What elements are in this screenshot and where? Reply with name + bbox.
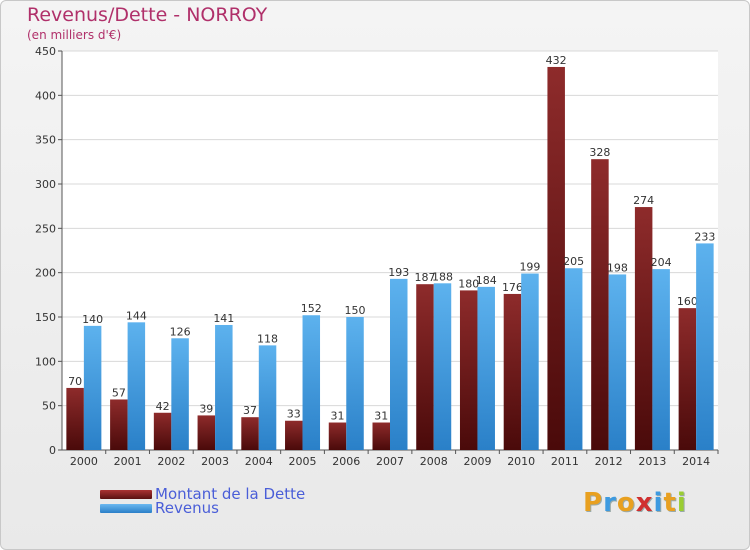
x-tick-label-2007: 2007 xyxy=(376,455,404,468)
data-label-revenus-2008: 188 xyxy=(432,270,453,283)
bar-dette-2007 xyxy=(372,422,390,450)
x-tick-label-2014: 2014 xyxy=(682,455,710,468)
x-tick-label-2008: 2008 xyxy=(420,455,448,468)
data-label-dette-2000: 70 xyxy=(68,375,82,388)
legend-swatch-dette xyxy=(100,489,152,499)
data-label-revenus-2010: 199 xyxy=(519,261,540,274)
bar-revenus-2002 xyxy=(171,338,189,450)
bar-dette-2008 xyxy=(416,284,434,450)
bar-revenus-2004 xyxy=(258,345,277,450)
bar-dette-2001 xyxy=(110,399,128,450)
y-tick-label: 200 xyxy=(35,267,56,280)
bar-dette-2014 xyxy=(678,308,697,450)
bar-revenus-2006 xyxy=(346,317,364,450)
data-label-dette-2007: 31 xyxy=(374,410,388,423)
data-label-revenus-2014: 233 xyxy=(694,230,715,243)
data-label-dette-2014: 160 xyxy=(677,295,698,308)
data-label-revenus-2007: 193 xyxy=(388,266,409,279)
bar-dette-2006 xyxy=(328,422,347,450)
bar-revenus-2001 xyxy=(127,322,146,450)
y-tick-label: 0 xyxy=(49,444,56,457)
y-tick-label: 150 xyxy=(35,311,56,324)
x-tick-label-2009: 2009 xyxy=(463,455,491,468)
y-tick-label: 400 xyxy=(35,89,56,102)
x-tick-label-2001: 2001 xyxy=(114,455,142,468)
bar-dette-2002 xyxy=(153,412,172,450)
x-tick-label-2000: 2000 xyxy=(70,455,98,468)
x-tick-label-2005: 2005 xyxy=(289,455,317,468)
data-label-revenus-2009: 184 xyxy=(476,274,497,287)
x-tick-label-2003: 2003 xyxy=(201,455,229,468)
legend-item-revenus: Revenus xyxy=(100,499,219,517)
data-label-revenus-2004: 118 xyxy=(257,332,278,345)
bar-revenus-2008 xyxy=(433,283,452,450)
legend-swatch-revenus xyxy=(100,503,152,513)
x-tick-label-2002: 2002 xyxy=(157,455,185,468)
data-label-dette-2008: 187 xyxy=(414,271,435,284)
bar-dette-2005 xyxy=(285,420,303,450)
bar-revenus-2010 xyxy=(521,273,539,450)
data-label-dette-2013: 274 xyxy=(633,194,654,207)
y-tick-label: 250 xyxy=(35,222,56,235)
legend-label-dette: Montant de la Dette xyxy=(155,485,306,503)
y-tick-label: 100 xyxy=(35,355,56,368)
bar-dette-2010 xyxy=(503,293,522,450)
proxiti-logo: Proxiti xyxy=(583,488,687,518)
data-label-revenus-2003: 141 xyxy=(213,312,234,325)
bar-dette-2000 xyxy=(66,387,84,450)
bar-revenus-2009 xyxy=(477,286,495,450)
x-tick-label-2013: 2013 xyxy=(638,455,666,468)
x-tick-label-2012: 2012 xyxy=(595,455,623,468)
data-label-dette-2012: 328 xyxy=(589,146,610,159)
y-tick-label: 450 xyxy=(35,45,56,58)
bar-dette-2004 xyxy=(241,417,259,450)
data-label-dette-2009: 180 xyxy=(458,277,479,290)
data-label-revenus-2001: 144 xyxy=(126,309,147,322)
bar-dette-2003 xyxy=(197,415,216,450)
legend-item-dette: Montant de la Dette xyxy=(100,485,306,503)
data-label-dette-2006: 31 xyxy=(331,410,345,423)
x-tick-label-2006: 2006 xyxy=(332,455,360,468)
data-label-revenus-2005: 152 xyxy=(301,302,322,315)
bar-revenus-2003 xyxy=(215,324,233,450)
legend-label-revenus: Revenus xyxy=(155,499,219,517)
data-label-revenus-2006: 150 xyxy=(345,304,366,317)
data-label-dette-2001: 57 xyxy=(112,386,126,399)
data-label-dette-2002: 42 xyxy=(156,400,170,413)
bar-revenus-2007 xyxy=(390,278,408,450)
x-tick-label-2010: 2010 xyxy=(507,455,535,468)
x-tick-label-2004: 2004 xyxy=(245,455,273,468)
y-tick-label: 300 xyxy=(35,178,56,191)
bar-dette-2009 xyxy=(459,290,478,450)
data-label-dette-2010: 176 xyxy=(502,281,523,294)
bar-revenus-2014 xyxy=(696,243,714,450)
data-label-dette-2005: 33 xyxy=(287,408,301,421)
data-label-dette-2011: 432 xyxy=(546,54,567,67)
data-label-revenus-2012: 198 xyxy=(607,261,628,274)
bar-revenus-2011 xyxy=(564,268,583,450)
bar-revenus-2000 xyxy=(83,325,102,450)
data-label-revenus-2000: 140 xyxy=(82,313,103,326)
data-label-revenus-2011: 205 xyxy=(563,255,584,268)
data-label-dette-2004: 37 xyxy=(243,404,257,417)
bar-revenus-2012 xyxy=(608,274,627,450)
chart-title: Revenus/Dette - NORROY xyxy=(27,4,268,26)
bar-dette-2012 xyxy=(591,159,609,450)
data-label-dette-2003: 39 xyxy=(199,402,213,415)
y-tick-label: 350 xyxy=(35,134,56,147)
bar-revenus-2005 xyxy=(302,315,321,450)
bar-revenus-2013 xyxy=(652,269,670,450)
y-tick-label: 50 xyxy=(42,400,56,413)
data-label-revenus-2013: 204 xyxy=(651,256,672,269)
chart-subtitle: (en milliers d'€) xyxy=(27,28,122,42)
data-label-revenus-2002: 126 xyxy=(170,325,191,338)
bar-dette-2013 xyxy=(634,207,653,450)
x-tick-label-2011: 2011 xyxy=(551,455,579,468)
bar-dette-2011 xyxy=(547,66,565,451)
